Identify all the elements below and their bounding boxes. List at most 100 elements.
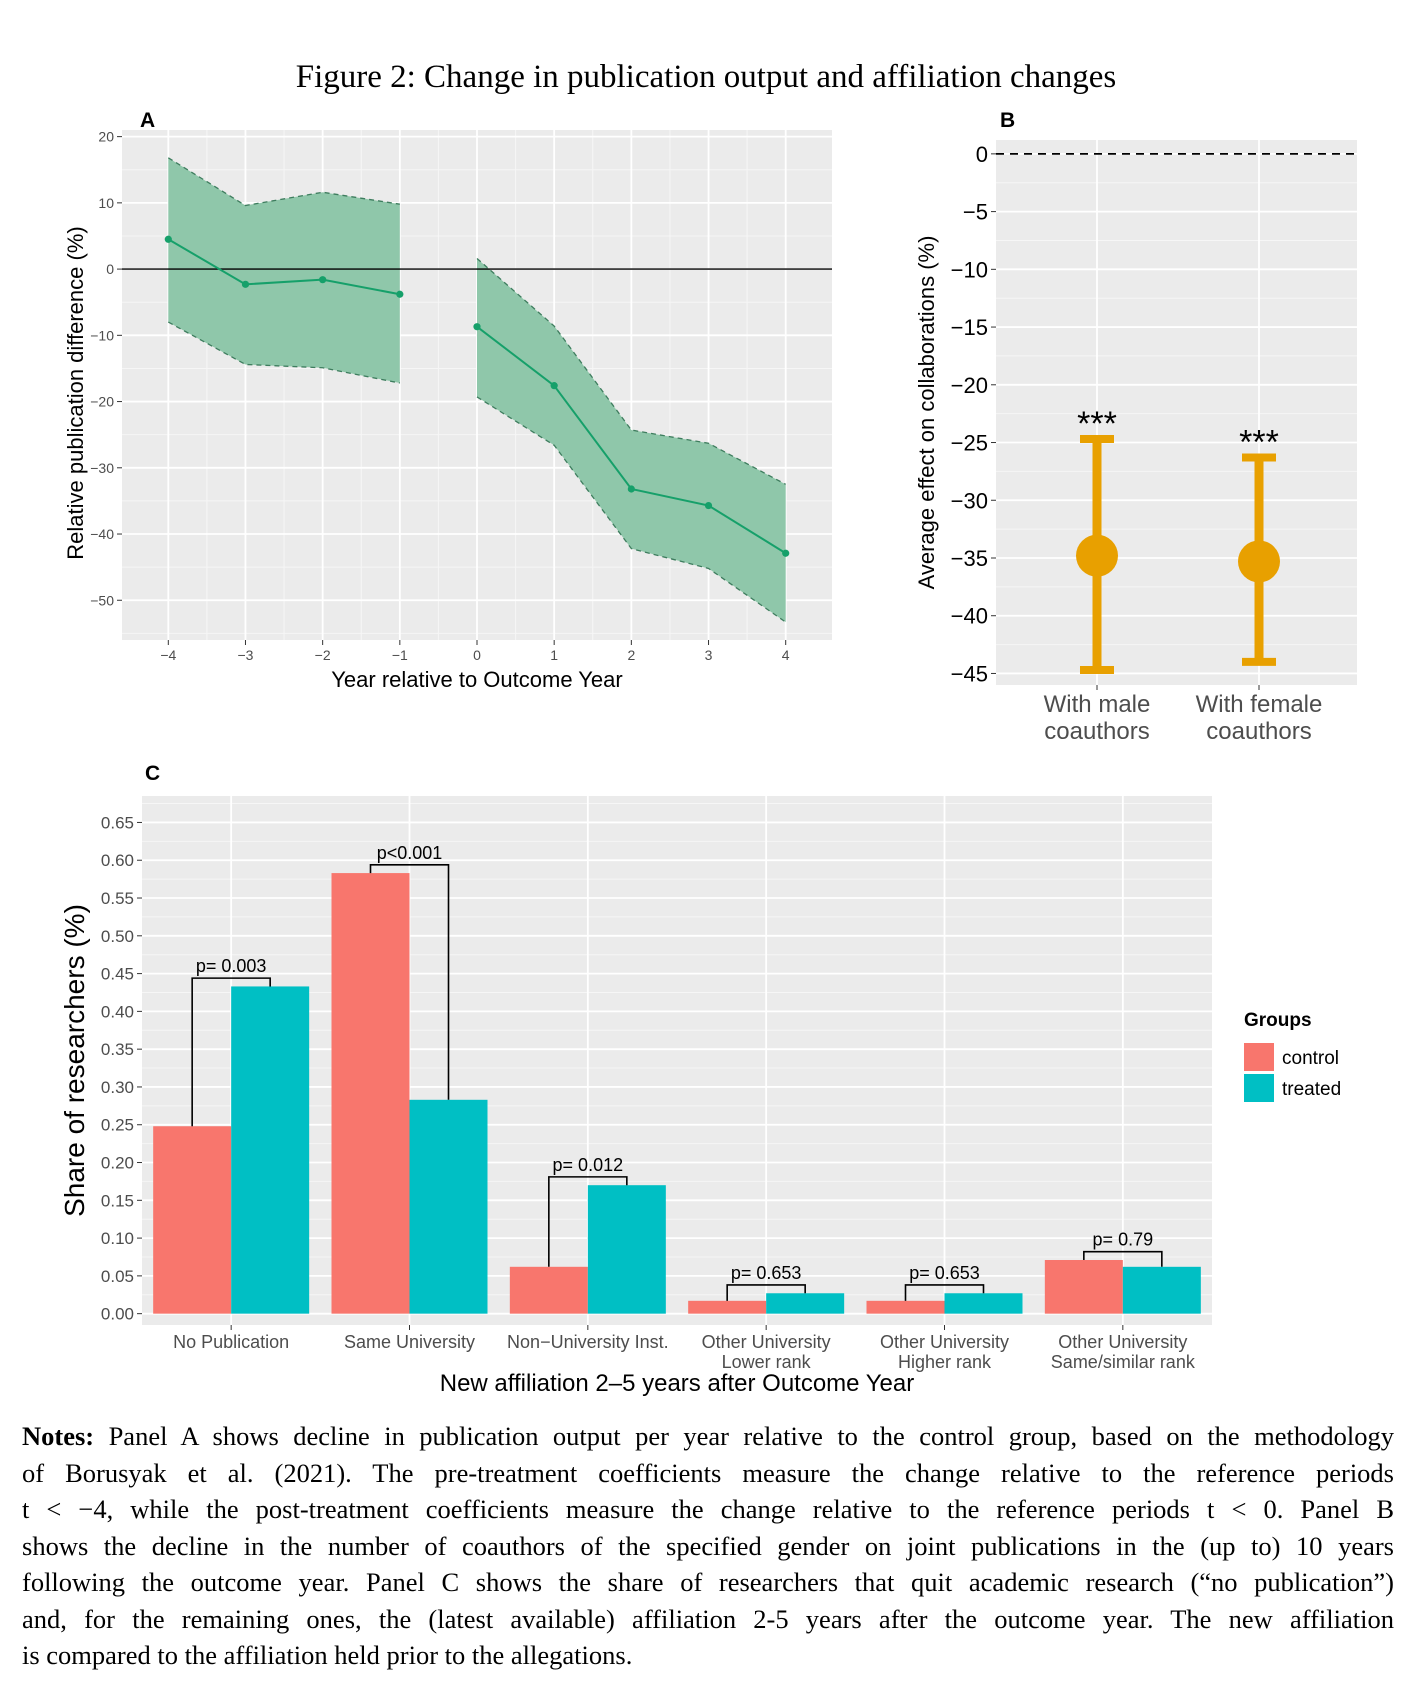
panel-c-plot-background bbox=[142, 796, 1212, 1325]
panel-c-y-tick-label: 0.60 bbox=[101, 851, 134, 870]
panel-c-label: C bbox=[145, 762, 160, 785]
panel-b-y-tick-label: 0 bbox=[976, 142, 988, 167]
panel-a-x-tick-label: 1 bbox=[550, 647, 558, 663]
panel-c-x-tick-label: Higher rank bbox=[898, 1352, 992, 1372]
panel-c-x-tick-label: Lower rank bbox=[722, 1352, 812, 1372]
panel-c-bar-treated bbox=[766, 1293, 845, 1314]
panel-c-bar-treated bbox=[944, 1293, 1023, 1314]
panel-c-p-value-label: p= 0.012 bbox=[553, 1155, 624, 1175]
panel-c-legend-title: Groups bbox=[1244, 1010, 1312, 1031]
panel-c-y-tick-label: 0.45 bbox=[101, 965, 134, 984]
notes-label: Notes: bbox=[22, 1421, 95, 1451]
panel-c-p-value-label: p= 0.79 bbox=[1093, 1230, 1154, 1250]
panel-c-legend-swatch-control bbox=[1244, 1043, 1274, 1071]
panel-c-x-axis-title: New affiliation 2–5 years after Outcome … bbox=[440, 1370, 915, 1397]
panel-c-y-tick-label: 0.35 bbox=[101, 1040, 134, 1059]
panel-a-lower-bound-line bbox=[167, 321, 400, 384]
panel-c-y-tick-label: 0.40 bbox=[101, 1002, 134, 1021]
panel-c-significance-bracket bbox=[369, 863, 450, 1100]
panel-c-bar-control bbox=[153, 1126, 232, 1314]
panel-c-p-value-label: p= 0.653 bbox=[731, 1263, 802, 1283]
panel-b-y-tick-label: −30 bbox=[951, 488, 988, 513]
panel-a-point bbox=[550, 382, 558, 390]
panel-b-y-tick-label: −40 bbox=[951, 604, 988, 629]
panel-b-chart: 0−5−10−15−20−25−30−35−40−45***With malec… bbox=[914, 140, 1357, 745]
notes-line-7: is compared to the affiliation held prio… bbox=[22, 1640, 633, 1670]
notes-line-3: t < −4, while the post-treatment coeffic… bbox=[22, 1494, 1394, 1524]
panel-c-x-tick-label: Non−University Inst. bbox=[507, 1332, 669, 1352]
panel-a-y-axis-title: Relative publication difference (%) bbox=[63, 226, 88, 559]
panel-c-bar-treated bbox=[409, 1099, 488, 1314]
panel-a-estimate-line bbox=[167, 238, 401, 296]
panel-b-y-tick-label: −25 bbox=[951, 431, 988, 456]
panel-c-y-axis-title: Share of researchers (%) bbox=[59, 904, 90, 1217]
panel-c-p-value-label: p= 0.653 bbox=[909, 1263, 980, 1283]
panel-c-bar-treated bbox=[231, 986, 310, 1314]
panel-c-y-tick-label: 0.55 bbox=[101, 889, 134, 908]
panel-c-y-tick-label: 0.05 bbox=[101, 1267, 134, 1286]
panel-c-y-tick-label: 0.65 bbox=[101, 813, 134, 832]
panel-a-label: A bbox=[140, 109, 155, 132]
panel-a-x-tick-label: 2 bbox=[627, 647, 635, 663]
panel-c-x-tick-label: Same University bbox=[344, 1332, 475, 1352]
panel-c-significance-bracket bbox=[1083, 1250, 1163, 1267]
panel-c-x-tick-label: Other University bbox=[880, 1332, 1009, 1352]
panel-c-y-tick-label: 0.30 bbox=[101, 1078, 134, 1097]
panel-c-p-value-label: p= 0.003 bbox=[196, 956, 267, 976]
panel-a-y-tick-label: −50 bbox=[90, 592, 114, 608]
panel-a-y-tick-label: 10 bbox=[98, 195, 114, 211]
panel-c-y-tick-label: 0.25 bbox=[101, 1116, 134, 1135]
panel-b-significance-label: *** bbox=[1077, 405, 1117, 443]
notes-line-5: following the outcome year. Panel C show… bbox=[22, 1567, 1394, 1597]
panel-c-chart: 0.65 0.60 0.55 0.50 0.45 0.40 0.35 0.30 0.25 0.20… bbox=[59, 796, 1341, 1397]
panel-b-y-tick-label: −35 bbox=[951, 546, 988, 571]
notes-line-6: and, for the remaining ones, the (latest… bbox=[22, 1603, 1394, 1634]
panel-b-plot-background bbox=[996, 140, 1357, 685]
panel-c-significance-bracket bbox=[904, 1284, 985, 1301]
panel-b-point bbox=[1076, 534, 1118, 577]
panel-c-significance-bracket bbox=[191, 977, 271, 1127]
figure-title: Figure 2: Change in publication output a… bbox=[296, 59, 1117, 95]
panel-a-x-tick-label: 3 bbox=[705, 647, 713, 663]
panel-c-legend-label-treated: treated bbox=[1282, 1079, 1341, 1100]
notes-line-1: Panel A shows decline in publication out… bbox=[94, 1421, 1394, 1451]
panel-c-x-tick-label: Other University bbox=[702, 1332, 831, 1352]
panel-c-significance-bracket bbox=[726, 1284, 806, 1301]
panel-a-x-tick-label: −2 bbox=[315, 647, 331, 663]
panel-c-bar-control bbox=[331, 873, 410, 1314]
notes-line-2: of Borusyak et al. (2021). The pre-treat… bbox=[22, 1457, 1394, 1488]
panel-b-significance-label: *** bbox=[1239, 424, 1279, 462]
panel-a-point bbox=[319, 276, 327, 284]
panel-a-point bbox=[704, 501, 713, 510]
panel-c-bar-control bbox=[1044, 1260, 1123, 1314]
panel-c-x-tick-label: Same/similar rank bbox=[1051, 1352, 1196, 1372]
panel-a-point bbox=[473, 323, 481, 331]
panel-a-x-tick-label: −3 bbox=[237, 647, 253, 663]
panel-a-lower-bound-line bbox=[476, 396, 787, 623]
panel-c-y-tick-label: 0.20 bbox=[101, 1154, 134, 1173]
panel-c-y-tick-label: 0.15 bbox=[101, 1191, 134, 1210]
panel-b-y-axis-title: Average effect on collaborations (%) bbox=[914, 236, 939, 590]
panel-c-y-tick-label: 0.50 bbox=[101, 927, 134, 946]
panel-a-point bbox=[396, 290, 404, 298]
panel-a-point bbox=[627, 485, 635, 493]
panel-c-x-tick-label: Other University bbox=[1058, 1332, 1187, 1352]
panel-b-point bbox=[1238, 540, 1280, 583]
panel-b-y-tick-label: −5 bbox=[963, 200, 988, 225]
panel-c-p-value-label: p<0.001 bbox=[377, 843, 443, 863]
panel-a-point bbox=[241, 280, 250, 288]
panel-a-upper-bound-line bbox=[167, 157, 400, 207]
panel-a-y-tick-label: −30 bbox=[90, 460, 114, 476]
panel-c-x-tick-label: No Publication bbox=[173, 1332, 289, 1352]
panel-a-confidence-ribbon bbox=[168, 157, 400, 384]
panel-c-legend-swatch-treated bbox=[1244, 1074, 1274, 1102]
panel-a-point bbox=[164, 235, 172, 243]
panel-b-x-tick-label: With female bbox=[1196, 691, 1323, 718]
panel-a-y-tick-label: 20 bbox=[98, 129, 114, 145]
panel-c-y-tick-label: 0.10 bbox=[101, 1229, 134, 1248]
panel-a-x-axis-title: Year relative to Outcome Year bbox=[331, 667, 622, 692]
panel-b-y-tick-label: −20 bbox=[951, 373, 988, 398]
panel-b-x-tick-label: coauthors bbox=[1206, 718, 1311, 745]
panel-c-bar-control bbox=[688, 1300, 767, 1314]
